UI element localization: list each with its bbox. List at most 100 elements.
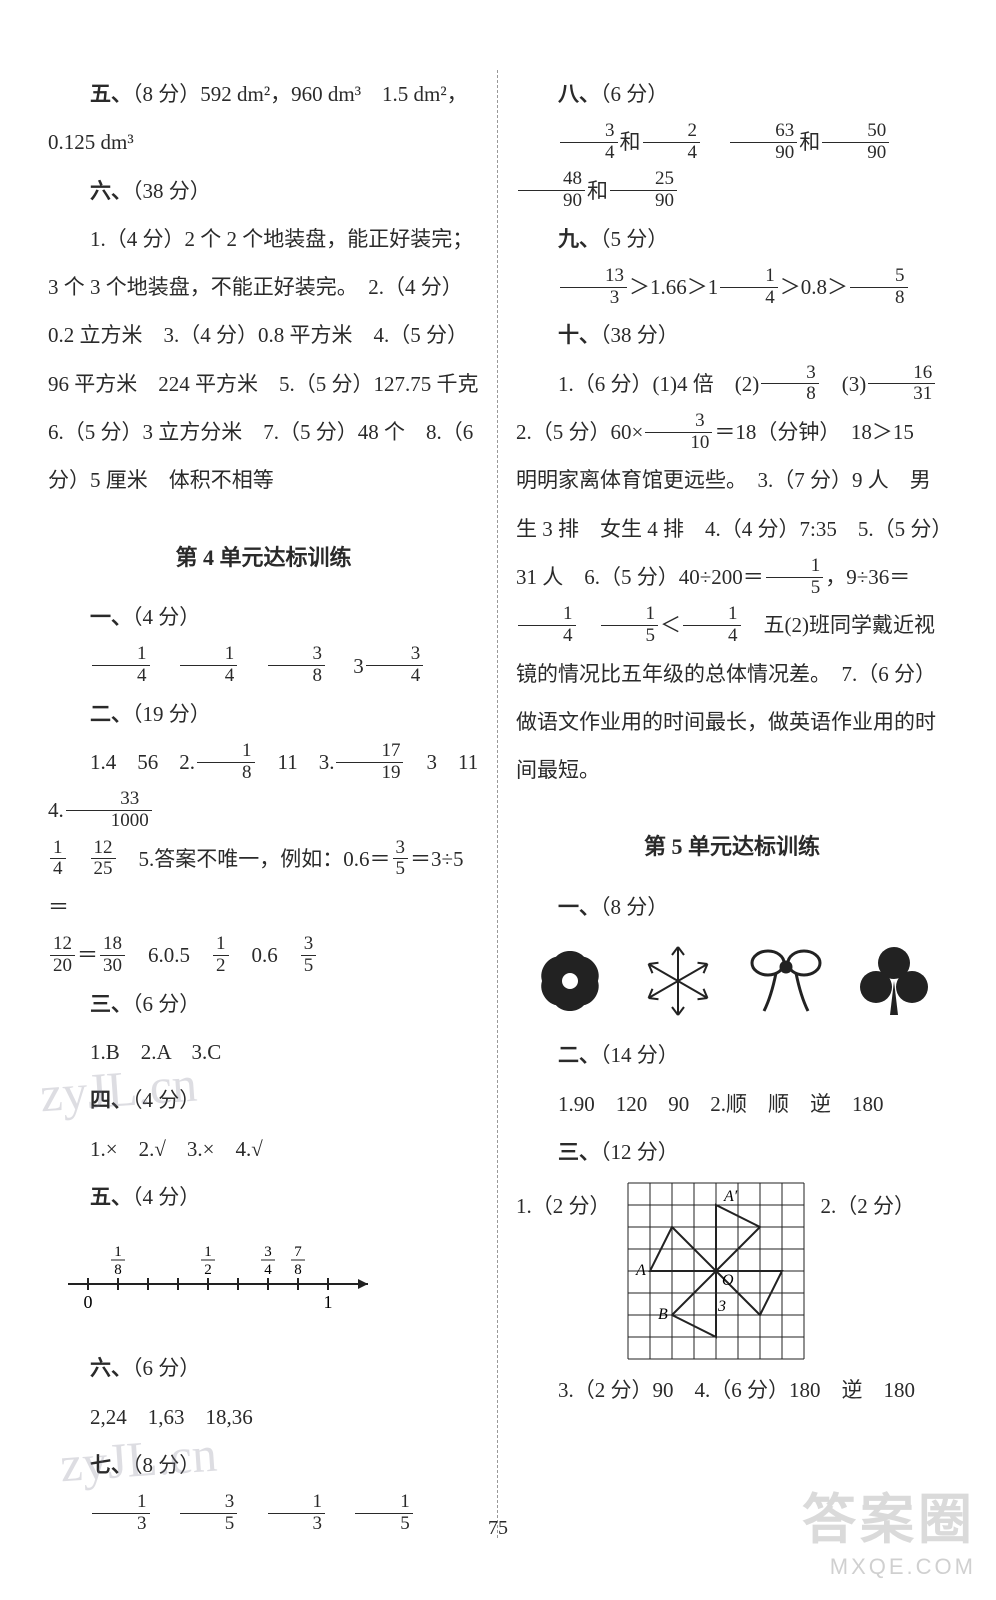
u5-sec3-q1: 1.（2 分） [516, 1182, 611, 1230]
rotation-grid: OAA′B3 [627, 1182, 805, 1360]
unit5-title: 第 5 单元达标训练 [516, 822, 948, 873]
svg-text:8: 8 [114, 1262, 122, 1278]
u4-sec2-line3: 1220＝1830 6.0.5 12 0.6 35 [48, 931, 479, 979]
u4-sec5-points: （4 分） [132, 1185, 200, 1209]
svg-text:1: 1 [114, 1244, 122, 1260]
u4-sec2-line1: 1.4 56 2.18 11 3.1719 3 11 4.331000 [48, 738, 479, 835]
fraction: 2590 [610, 169, 677, 212]
u5-sec2: 二、（14 分） [516, 1031, 948, 1079]
u4-sec5-label: 五、 [90, 1185, 132, 1209]
svg-text:A′: A′ [723, 1188, 738, 1205]
fraction: 18 [197, 741, 255, 784]
u4-sec4-points: （4 分） [132, 1088, 200, 1112]
fraction: 14 [180, 644, 238, 687]
u4-sec4-label: 四、 [90, 1088, 132, 1112]
mixed-whole: 3 [353, 654, 364, 678]
unit4-title: 第 4 单元达标训练 [48, 533, 479, 584]
fraction: 4890 [518, 169, 585, 212]
u4-sec2-label: 二、 [90, 702, 132, 726]
fraction: 310 [645, 411, 712, 454]
u4-sec5: 五、（4 分） [48, 1173, 479, 1221]
number-line-svg: 0181234781 [48, 1229, 388, 1319]
ribbon-icon [746, 941, 826, 1021]
sec-8: 八、（6 分） [516, 70, 948, 118]
sec-6: 六、（38 分） [48, 167, 479, 215]
fraction: 6390 [730, 121, 797, 164]
fraction: 15 [601, 604, 659, 647]
page: 五、（8 分）592 dm²，960 dm³ 1.5 dm²，0.125 dm³… [0, 0, 996, 1600]
svg-text:1: 1 [324, 1292, 333, 1312]
fraction: 1225 [91, 838, 116, 881]
u5-sec1-label: 一、 [558, 895, 600, 919]
u4-sec3-ans: 1.B 2.A 3.C [48, 1028, 479, 1076]
clover-icon [854, 941, 934, 1021]
u5-sec3: 三、（12 分） [516, 1128, 948, 1176]
u5-sec3-q2: 2.（2 分） [821, 1182, 916, 1230]
sec-6-body: 1.（4 分）2 个 2 个地装盘，能正好装完；3 个 3 个地装盘，不能正好装… [48, 215, 479, 505]
svg-text:O: O [722, 1272, 734, 1289]
fraction: 14 [50, 838, 66, 881]
svg-text:0: 0 [84, 1292, 93, 1312]
u4-sec7-points: （8 分） [132, 1453, 200, 1477]
sec-8-points: （6 分） [600, 82, 668, 106]
two-column-layout: 五、（8 分）592 dm²，960 dm³ 1.5 dm²，0.125 dm³… [30, 70, 966, 1538]
svg-text:7: 7 [294, 1244, 302, 1260]
left-column: 五、（8 分）592 dm²，960 dm³ 1.5 dm²，0.125 dm³… [30, 70, 498, 1538]
sec-10-points: （38 分） [600, 323, 679, 347]
u5-sec2-label: 二、 [558, 1043, 600, 1067]
sec-10: 十、（38 分） [516, 311, 948, 359]
fraction: 1631 [868, 363, 935, 406]
fraction: 14 [720, 266, 778, 309]
fraction: 14 [518, 604, 576, 647]
fraction: 1830 [100, 934, 125, 977]
fraction: 14 [92, 644, 150, 687]
u4-sec7: 七、（8 分） [48, 1441, 479, 1489]
u5-sec2-ans: 1.90 120 90 2.顺 顺 逆 180 [516, 1080, 948, 1128]
fraction: 34 [560, 121, 618, 164]
u4-sec6: 六、（6 分） [48, 1344, 479, 1392]
u4-sec3: 三、（6 分） [48, 980, 479, 1028]
sec-10-body: 1.（6 分）(1)4 倍 (2)38 (3)1631 2.（5 分）60×31… [516, 360, 948, 795]
fraction: 12 [213, 934, 229, 977]
u5-sec3-label: 三、 [558, 1140, 600, 1164]
u4-sec7-label: 七、 [90, 1453, 132, 1477]
u4-sec3-label: 三、 [90, 992, 132, 1016]
u4-sec2-points: （19 分） [132, 702, 211, 726]
u4-sec4-ans: 1.× 2.√ 3.× 4.√ [48, 1125, 479, 1173]
fraction: 38 [268, 644, 326, 687]
sec-5-points: （8 分） [132, 82, 200, 106]
sec-9-label: 九、 [558, 227, 600, 251]
snowflake-icon [638, 941, 718, 1021]
fraction: 1220 [50, 934, 75, 977]
u5-sec1-icons [516, 941, 948, 1021]
u5-sec3-row: 1.（2 分） OAA′B3 2.（2 分） [516, 1182, 948, 1360]
fraction: 58 [850, 266, 908, 309]
right-column: 八、（6 分） 34和24 6390和5090 4890和2590 九、（5 分… [498, 70, 966, 1538]
svg-text:4: 4 [264, 1262, 272, 1278]
fraction: 5090 [822, 121, 889, 164]
u5-sec1-points: （8 分） [600, 895, 668, 919]
u4-sec3-points: （6 分） [132, 992, 200, 1016]
svg-text:3: 3 [264, 1244, 272, 1260]
svg-text:B: B [658, 1306, 668, 1323]
fraction: 331000 [66, 789, 152, 832]
brand-small: MXQE.COM [802, 1554, 976, 1580]
sec-9: 九、（5 分） [516, 215, 948, 263]
sec-8-label: 八、 [558, 82, 600, 106]
fraction: 1719 [336, 741, 403, 784]
fraction: 38 [761, 363, 819, 406]
svg-text:1: 1 [204, 1244, 212, 1260]
page-number: 75 [0, 1517, 996, 1540]
u4-sec1-label: 一、 [90, 605, 132, 629]
u4-sec1: 一、（4 分） [48, 593, 479, 641]
fraction: 34 [366, 644, 424, 687]
u4-sec4: 四、（4 分） [48, 1076, 479, 1124]
sec-5-label: 五、 [90, 82, 132, 106]
u4-sec2: 二、（19 分） [48, 690, 479, 738]
svg-text:8: 8 [294, 1262, 302, 1278]
u4-sec6-ans: 2,24 1,63 18,36 [48, 1393, 479, 1441]
sec-10-label: 十、 [558, 323, 600, 347]
u5-sec3-line2: 3.（2 分）90 4.（6 分）180 逆 180 [516, 1366, 948, 1414]
svg-text:3: 3 [717, 1298, 726, 1315]
u4-sec2-line2: 14 1225 5.答案不唯一，例如：0.6＝35＝3÷5＝ [48, 835, 479, 932]
